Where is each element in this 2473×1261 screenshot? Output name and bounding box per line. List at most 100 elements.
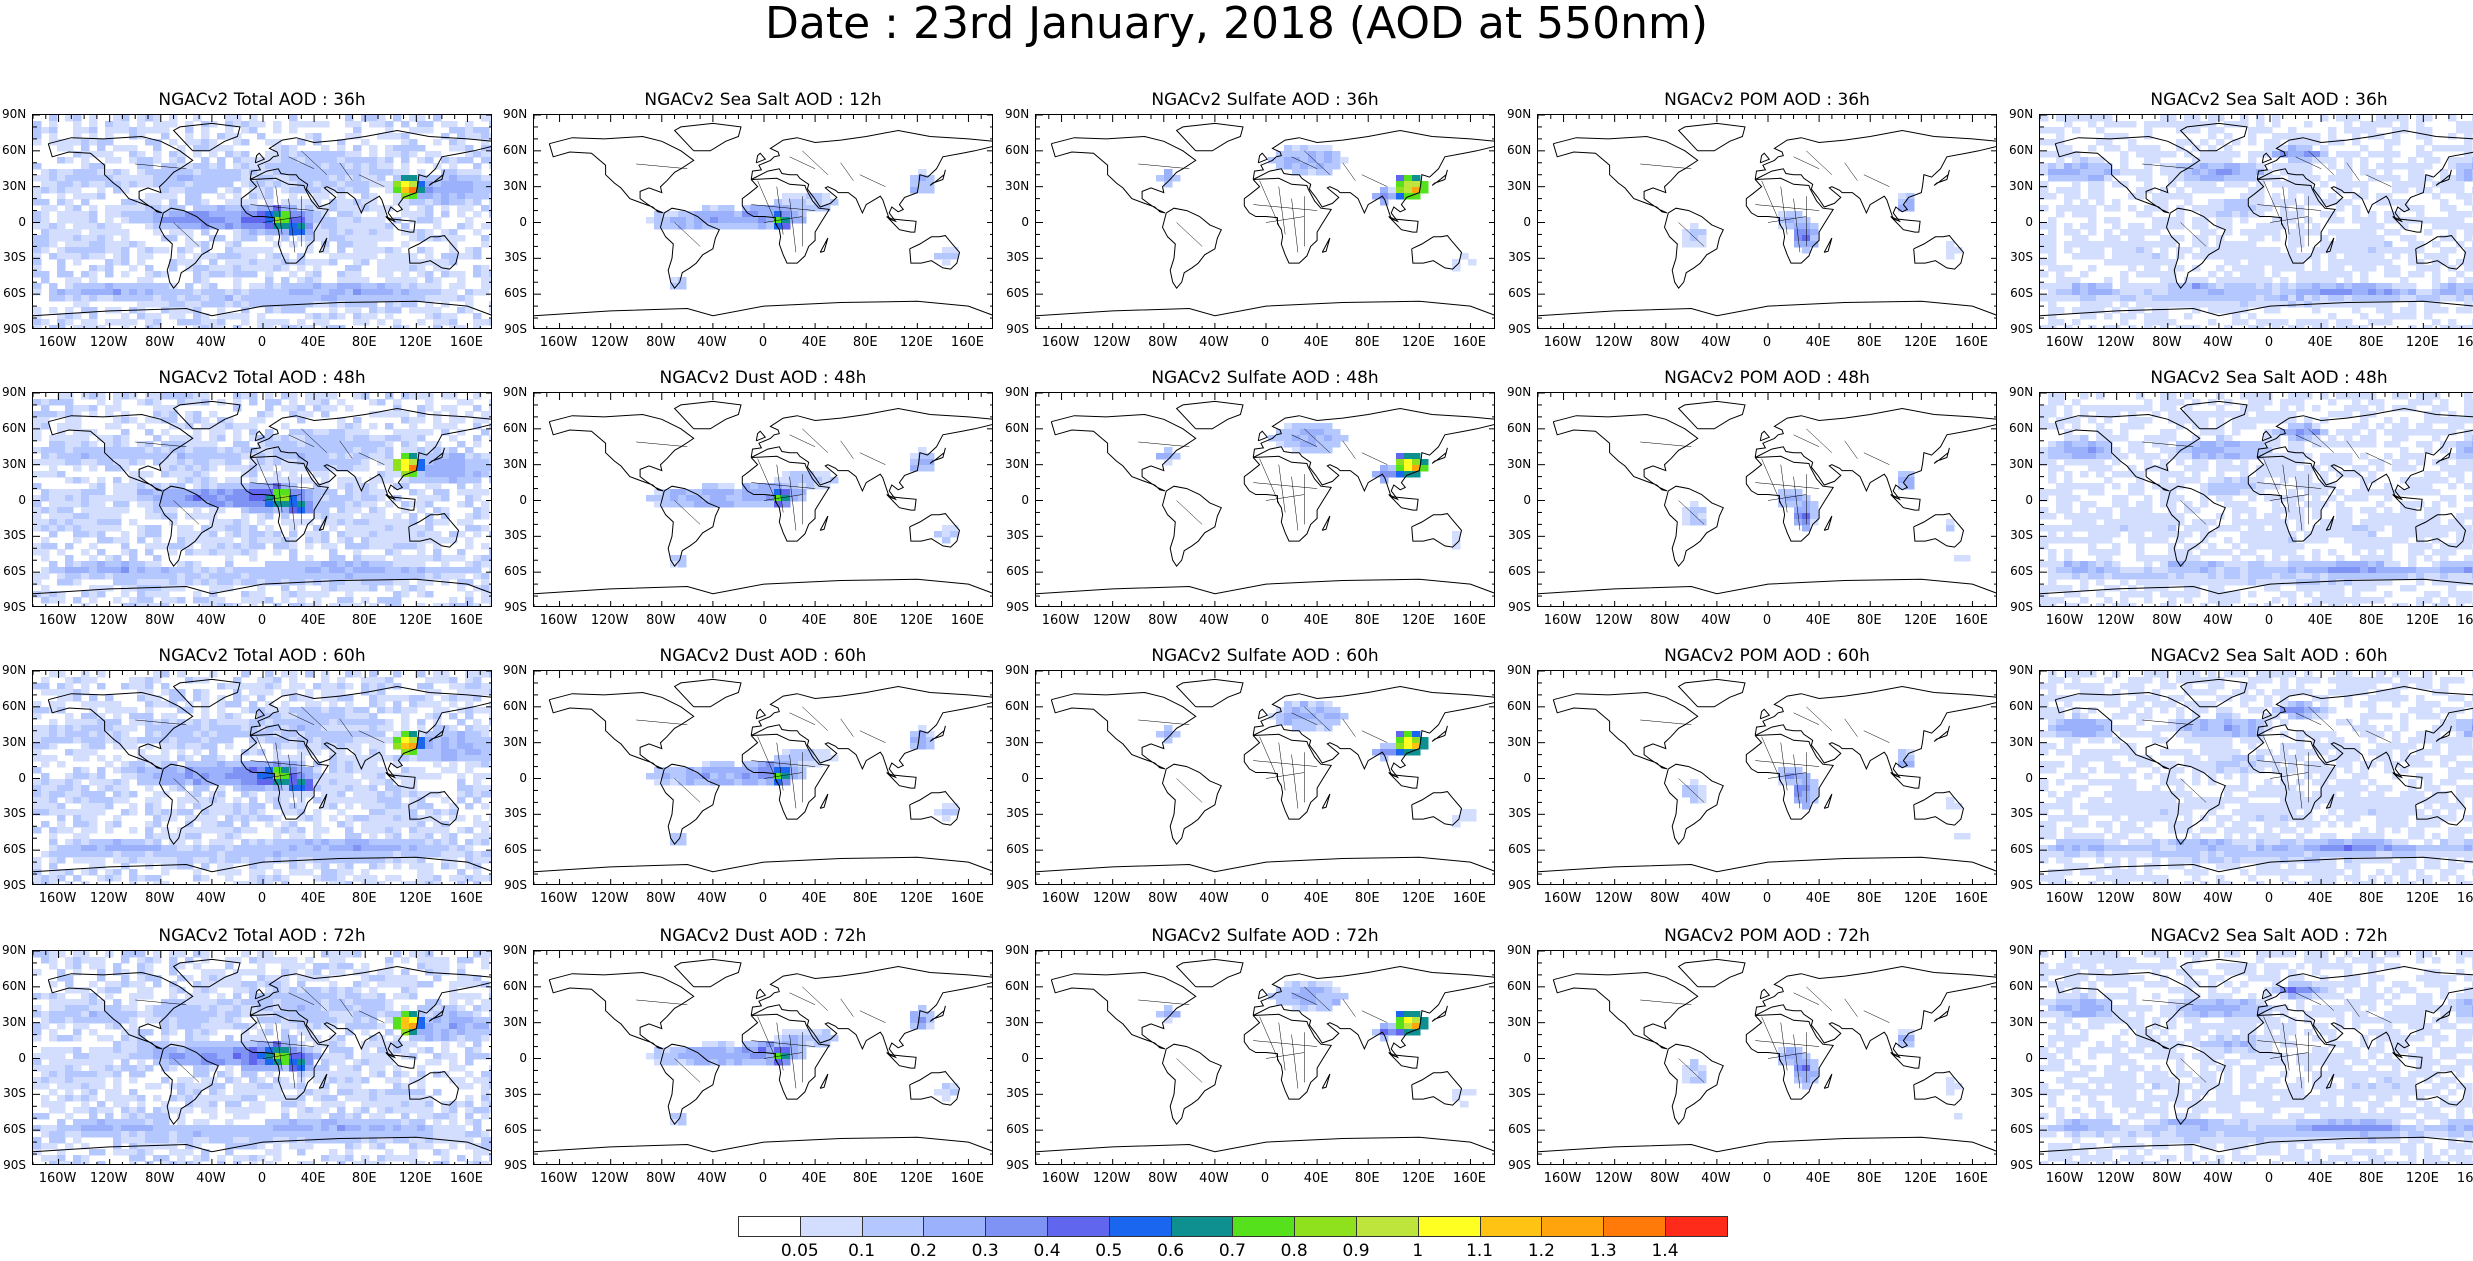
aod-cell	[49, 519, 58, 526]
aod-cell	[409, 585, 418, 592]
aod-cell	[1946, 253, 1955, 260]
aod-cell	[225, 253, 234, 260]
aod-cell	[385, 289, 394, 296]
aod-cell	[321, 459, 330, 466]
aod-cell	[225, 289, 234, 296]
aod-cell	[33, 259, 42, 266]
aod-cell	[305, 501, 314, 508]
aod-cell	[81, 127, 90, 134]
aod-cell	[233, 139, 242, 146]
aod-cell	[41, 319, 50, 326]
aod-cell	[345, 423, 354, 430]
aod-cell	[249, 447, 258, 454]
aod-cell	[2248, 289, 2257, 296]
aod-cell	[2232, 295, 2241, 302]
aod-cell	[345, 283, 354, 290]
aod-cell	[2232, 247, 2241, 254]
aod-cell	[393, 579, 402, 586]
aod-cell	[41, 199, 50, 206]
aod-cell	[49, 513, 58, 520]
aod-cell	[2400, 223, 2409, 230]
aod-cell	[73, 447, 82, 454]
aod-cell	[1276, 151, 1285, 158]
aod-cell	[481, 151, 490, 158]
aod-cell	[2048, 301, 2057, 308]
aod-cell	[2352, 253, 2361, 260]
aod-cell	[137, 483, 146, 490]
aod-cell	[2272, 199, 2281, 206]
aod-cell	[2112, 247, 2121, 254]
aod-cell	[2464, 139, 2473, 146]
aod-cell	[249, 127, 258, 134]
aod-cell	[417, 199, 426, 206]
aod-cell	[2112, 295, 2121, 302]
lat-label: 30S	[3, 250, 26, 265]
aod-cell	[137, 199, 146, 206]
aod-cell	[105, 441, 114, 448]
aod-cell	[33, 411, 42, 418]
aod-cell	[281, 235, 290, 242]
aod-cell	[281, 301, 290, 308]
aod-cell	[241, 507, 250, 514]
aod-cell	[241, 591, 250, 598]
aod-cell	[369, 313, 378, 320]
aod-cell	[457, 145, 466, 152]
coastline	[1388, 216, 1419, 233]
aod-cell	[457, 199, 466, 206]
aod-cell	[2192, 307, 2201, 314]
aod-cell	[393, 519, 402, 526]
aod-cell	[2264, 127, 2273, 134]
aod-cell	[2120, 301, 2129, 308]
aod-cell	[225, 271, 234, 278]
aod-cell	[2216, 217, 2225, 224]
aod-cell	[225, 501, 234, 508]
aod-cell	[177, 567, 186, 574]
aod-cell	[153, 417, 162, 424]
aod-cell	[417, 295, 426, 302]
aod-cell	[2224, 199, 2233, 206]
aod-cell	[281, 289, 290, 296]
aod-cell	[249, 265, 258, 272]
aod-cell	[337, 217, 346, 224]
aod-cell	[401, 265, 410, 272]
aod-cell	[2144, 259, 2153, 266]
aod-cell	[2256, 295, 2265, 302]
aod-cell	[329, 585, 338, 592]
aod-cell	[113, 283, 122, 290]
aod-cell	[2464, 175, 2473, 182]
aod-cell	[57, 187, 66, 194]
aod-cell	[297, 253, 306, 260]
aod-cell	[489, 187, 491, 194]
aod-cell	[2144, 157, 2153, 164]
aod-cell	[177, 223, 186, 230]
aod-cell	[281, 597, 290, 604]
aod-cell	[209, 477, 218, 484]
aod-cell	[345, 513, 354, 520]
aod-cell	[81, 235, 90, 242]
aod-cell	[121, 217, 130, 224]
aod-cell	[2056, 145, 2065, 152]
aod-cell	[137, 163, 146, 170]
country-border	[674, 222, 701, 247]
aod-cell	[89, 139, 98, 146]
aod-cell	[257, 453, 266, 460]
aod-cell	[337, 441, 346, 448]
aod-cell	[401, 157, 410, 164]
aod-cell	[2064, 187, 2073, 194]
aod-cell	[273, 175, 282, 182]
aod-cell	[2200, 235, 2209, 242]
aod-cell	[97, 435, 106, 442]
aod-cell	[2248, 157, 2257, 164]
aod-cell	[289, 543, 298, 550]
aod-cell	[41, 211, 50, 218]
aod-cell	[449, 319, 458, 326]
aod-cell	[2224, 277, 2233, 284]
aod-cell	[161, 429, 170, 436]
aod-cell	[249, 289, 258, 296]
aod-cell	[241, 151, 250, 158]
aod-cell	[137, 399, 146, 406]
aod-cell	[401, 441, 410, 448]
aod-cell	[145, 489, 154, 496]
aod-cell	[481, 157, 490, 164]
aod-cell	[369, 301, 378, 308]
